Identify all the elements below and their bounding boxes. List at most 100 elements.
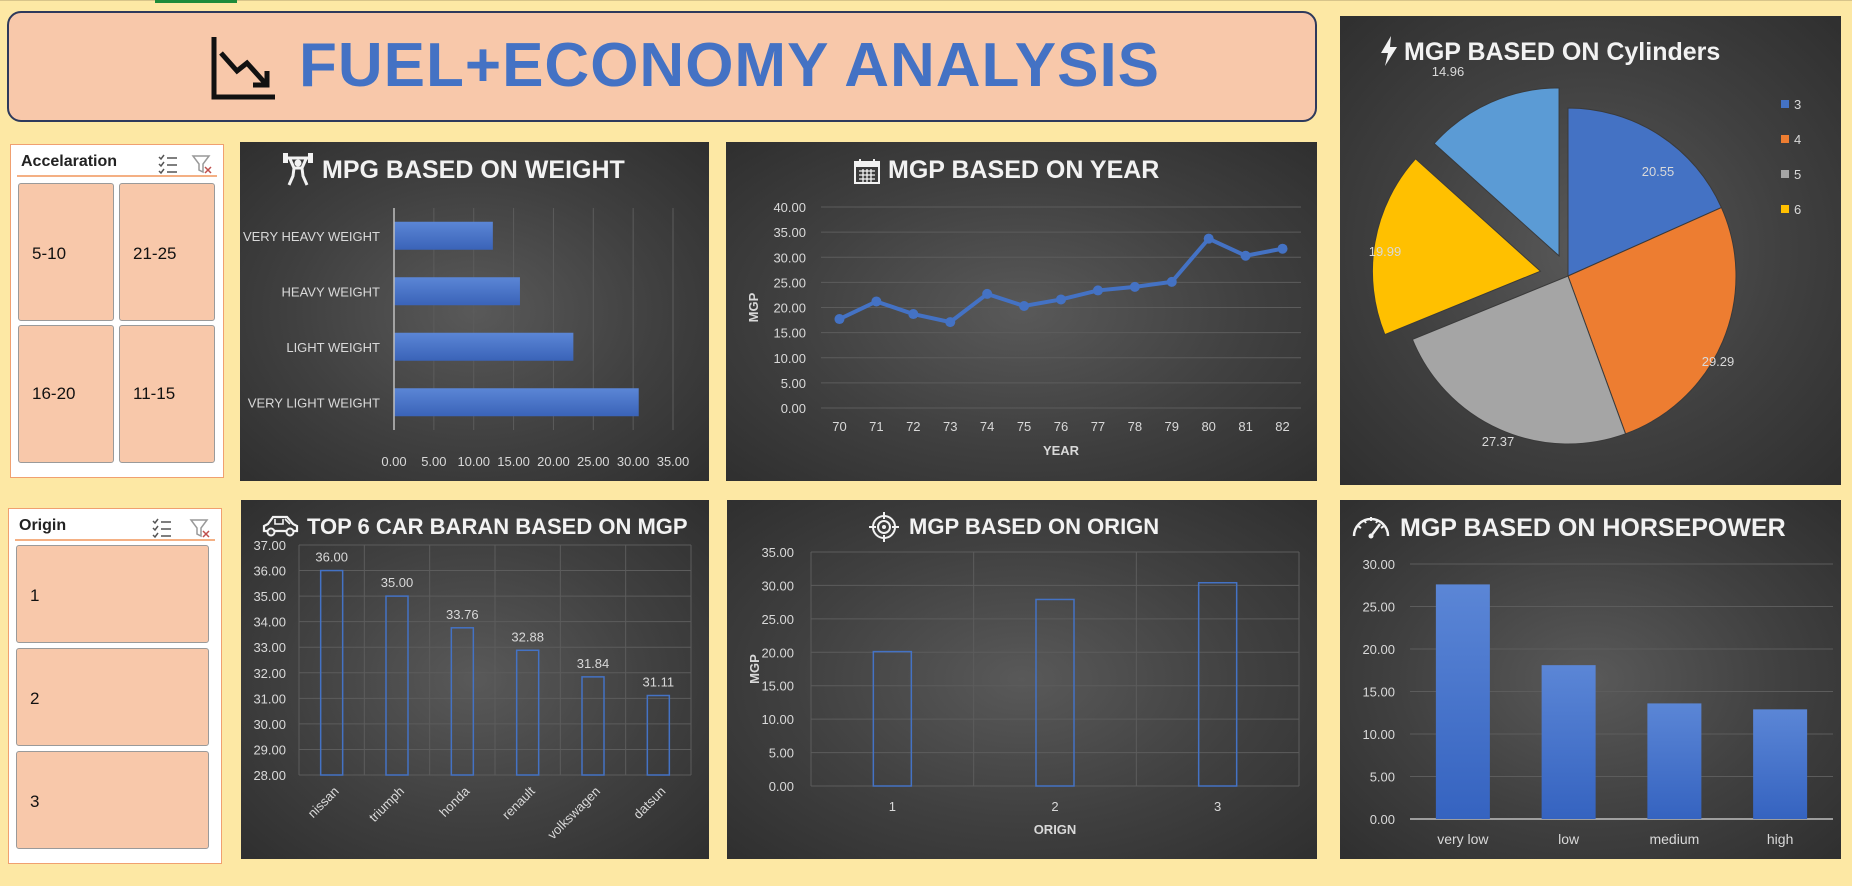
legend-swatch — [1781, 135, 1789, 143]
slicer-item-label: 21-25 — [133, 244, 177, 263]
data-point — [1166, 276, 1177, 287]
y-tick-label: 30.00 — [761, 578, 794, 593]
legend-label: 6 — [1794, 202, 1801, 217]
y-tick-label: 28.00 — [253, 768, 286, 783]
slicer-item-21-25[interactable]: 21-25 — [119, 183, 215, 321]
chart-title: MGP BASED ON ORIGN — [909, 514, 1160, 539]
data-label: 27.37 — [1482, 434, 1515, 449]
data-point — [871, 296, 882, 307]
y-tick-label: 15.00 — [1362, 685, 1395, 700]
data-point — [982, 288, 993, 299]
y-tick-label: 20.00 — [1362, 642, 1395, 657]
clear-filter-icon[interactable] — [189, 517, 211, 539]
x-tick-label: 25.00 — [577, 454, 610, 469]
x-tick-label: datsun — [630, 784, 668, 822]
slicer-item-label: 3 — [30, 792, 40, 811]
slicer-item-16-20[interactable]: 16-20 — [18, 325, 114, 463]
bar-chart-brands: 28.00 29.00 30.00 31.00 32.00 33.00 34.00 35.00… — [253, 538, 692, 842]
y-tick-label: 37.00 — [253, 538, 286, 553]
x-tick-label: nissan — [305, 784, 342, 821]
x-tick-label: 0.00 — [381, 454, 406, 469]
clear-filter-icon[interactable] — [191, 153, 213, 175]
title-banner[interactable]: FUEL+ECONOMY ANALYSIS — [7, 11, 1317, 122]
bar — [1197, 582, 1238, 787]
slicer-item-1[interactable]: 1 — [16, 545, 209, 643]
pie-slice — [1567, 206, 1737, 435]
data-point — [1056, 294, 1066, 305]
data-label: 31.84 — [577, 656, 610, 671]
car-icon — [262, 515, 299, 537]
slicer-item-label: 16-20 — [32, 384, 76, 403]
bar-chart-origin: 0.00 5.00 10.00 15.00 20.00 25.00 30.00 35.00 1 2… — [747, 545, 1300, 837]
x-tick-label: very low — [1437, 831, 1489, 847]
legend-swatch — [1781, 100, 1789, 108]
x-tick-label: 71 — [869, 419, 883, 434]
sheet-top-border — [0, 0, 1852, 1]
bar — [319, 569, 344, 776]
data-point — [1019, 300, 1030, 311]
x-tick-label: 20.00 — [537, 454, 570, 469]
data-point — [834, 314, 845, 325]
bar — [515, 649, 540, 776]
y-tick-label: HEAVY WEIGHT — [282, 284, 381, 299]
y-tick-label: 40.00 — [773, 200, 806, 215]
x-tick-label: low — [1558, 831, 1580, 847]
bar — [394, 277, 520, 306]
x-tick-label: 82 — [1275, 419, 1289, 434]
pie-slice — [1411, 275, 1627, 445]
data-label: 14.96 — [1432, 64, 1465, 79]
y-tick-label: VERY HEAVY WEIGHT — [243, 229, 380, 244]
data-point — [1092, 285, 1103, 296]
multi-select-icon[interactable] — [151, 517, 173, 539]
y-tick-label: 5.00 — [781, 376, 806, 391]
bar — [581, 676, 605, 776]
lightning-icon — [1381, 36, 1397, 66]
slicer-title: Accelaration — [21, 153, 118, 170]
y-tick-label: 10.00 — [773, 351, 806, 366]
x-tick-label: 75 — [1017, 419, 1031, 434]
chart-mpg-by-weight[interactable]: MPG BASED ON WEIGHT 0.00 5.00 10.00 15.00 20… — [240, 142, 709, 481]
y-tick-label: 15.00 — [773, 326, 806, 341]
legend-label: 3 — [1794, 97, 1801, 112]
speedometer-icon — [1352, 517, 1390, 539]
y-tick-label: 36.00 — [253, 564, 286, 579]
slicer-item-3[interactable]: 3 — [16, 751, 209, 849]
chart-mgp-by-horsepower[interactable]: MGP BASED ON HORSEPOWER 0.00 5.00 10.00 15.… — [1340, 500, 1841, 859]
slicer-item-11-15[interactable]: 11-15 — [119, 325, 215, 463]
x-tick-label: 73 — [943, 419, 957, 434]
data-label: 31.11 — [643, 675, 675, 690]
slicer-header: Accelaration — [17, 151, 217, 177]
data-label: 29.29 — [1702, 354, 1735, 369]
slicer-item-5-10[interactable]: 5-10 — [18, 183, 114, 321]
x-tick-label: 5.00 — [421, 454, 446, 469]
data-label: 19.99 — [1369, 244, 1402, 259]
slicer-item-2[interactable]: 2 — [16, 648, 209, 746]
y-tick-label: 35.00 — [773, 225, 806, 240]
legend-label: 4 — [1794, 132, 1801, 147]
x-tick-label: 78 — [1128, 419, 1142, 434]
y-tick-label: 5.00 — [769, 746, 794, 761]
dashboard-title: FUEL+ECONOMY ANALYSIS — [299, 31, 1161, 100]
weightlifter-icon — [283, 153, 313, 186]
data-point — [1277, 243, 1288, 254]
multi-select-icon[interactable] — [157, 153, 179, 175]
chart-title: MPG BASED ON WEIGHT — [322, 156, 625, 184]
data-point — [1240, 250, 1251, 261]
y-tick-label: 10.00 — [1362, 727, 1395, 742]
legend-swatch — [1781, 205, 1789, 213]
chart-mgp-by-origin[interactable]: MGP BASED ON ORIGN 0.00 5.00 10.00 15.00 20.… — [727, 500, 1317, 859]
x-tick-label: 2 — [1051, 799, 1058, 814]
chart-mgp-by-year[interactable]: MGP BASED ON YEAR 0.00 5.00 10.00 15.00 20.0… — [726, 142, 1317, 481]
chart-top6-brands[interactable]: TOP 6 CAR BARAN BASED ON MGP 28.00 29.00 3… — [241, 500, 709, 859]
legend-label: 5 — [1794, 167, 1801, 182]
y-tick-label: 29.00 — [253, 742, 286, 757]
y-tick-label: 0.00 — [769, 779, 794, 794]
pie-slice — [1567, 107, 1723, 277]
y-tick-label: 20.00 — [761, 645, 794, 660]
x-tick-label: 76 — [1054, 419, 1068, 434]
bar — [872, 650, 913, 787]
y-tick-label: 25.00 — [1362, 600, 1395, 615]
chart-mgp-by-cylinders[interactable]: MGP BASED ON Cylinders 20.55 29.29 27.37 19… — [1340, 16, 1841, 485]
chart-title: MGP BASED ON HORSEPOWER — [1400, 514, 1786, 542]
